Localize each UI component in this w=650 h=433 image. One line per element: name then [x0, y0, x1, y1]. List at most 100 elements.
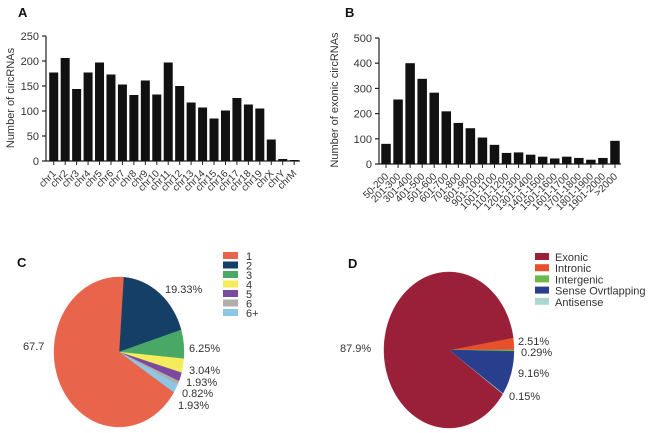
- bar: [441, 111, 452, 164]
- pie-slice-label: 9.16%: [518, 368, 549, 380]
- bar: [465, 128, 476, 164]
- legend-label: 4: [246, 280, 252, 292]
- panel-letter-c: C: [17, 255, 27, 270]
- bar: [289, 160, 299, 161]
- y-axis-title: Number of exonic circRNAs: [329, 32, 341, 168]
- panel-letter-d: D: [348, 256, 357, 271]
- pie-slice-label: 87.9%: [340, 343, 371, 355]
- legend-swatch: [535, 264, 549, 272]
- bar: [393, 99, 403, 164]
- chart-b-exonic-length-distribution: 0 100 200 300 400 500 Number of exonic circRNA…: [329, 32, 621, 213]
- bar: [586, 159, 596, 164]
- pie-slice-label: 1.93%: [186, 377, 217, 389]
- bar: [610, 140, 620, 164]
- y-tick-label: 200: [21, 56, 39, 68]
- bar: [186, 102, 196, 161]
- bar: [525, 154, 536, 164]
- legend-label: 3: [246, 270, 252, 282]
- legend-label: 2: [246, 261, 252, 273]
- y-tick-label: 50: [27, 131, 39, 143]
- legend-label: Antisense: [555, 297, 603, 309]
- bar: [83, 72, 93, 161]
- legend-swatch: [223, 252, 238, 259]
- bar: [220, 110, 230, 161]
- legend-swatch: [223, 261, 238, 269]
- bar: [117, 84, 127, 161]
- pie-slice-label: 0.15%: [509, 391, 540, 403]
- chart-c-exon-count-pie: 19.33%6.25%3.04%1.93%0.82%1.93%67.712345…: [23, 251, 259, 428]
- legend-label: 6: [246, 299, 252, 311]
- legend-label: Exonic: [555, 252, 589, 264]
- pie-slice-label: 67.7: [23, 341, 44, 353]
- bar: [60, 58, 70, 161]
- legend-swatch: [223, 290, 238, 297]
- bar: [209, 118, 219, 161]
- pie-slice: [383, 271, 514, 429]
- bar: [106, 74, 116, 161]
- y-tick-label: 200: [354, 109, 372, 121]
- bar: [266, 139, 276, 161]
- bar: [549, 158, 560, 164]
- bar: [429, 92, 439, 164]
- legend-swatch: [223, 280, 238, 288]
- legend-swatch: [223, 299, 238, 307]
- bar: [513, 152, 524, 164]
- bar: [163, 62, 173, 161]
- bar: [140, 80, 150, 161]
- bar: [381, 143, 391, 164]
- legend-swatch: [535, 297, 549, 305]
- panel-letter-a: A: [18, 5, 28, 20]
- pie-slice-label: 6.25%: [189, 343, 220, 355]
- bar: [537, 156, 548, 164]
- y-tick-label: 250: [21, 31, 39, 43]
- bar: [175, 86, 185, 161]
- bar: [477, 137, 488, 164]
- bar: [405, 63, 415, 165]
- pie-slice-label: 0.29%: [521, 347, 552, 359]
- legend-label: Sense Ovrtlapping: [555, 286, 646, 298]
- bar: [72, 89, 82, 161]
- bar: [198, 107, 208, 161]
- pie-slice-label: 19.33%: [165, 284, 203, 296]
- y-tick-label: 400: [354, 58, 372, 70]
- bar: [489, 144, 500, 164]
- pie-slice: [53, 276, 174, 428]
- legend-swatch: [223, 309, 238, 316]
- y-tick-label: 0: [366, 159, 372, 171]
- y-axis-title: Number of circRNAs: [5, 47, 17, 148]
- y-tick-label: 150: [21, 81, 39, 93]
- pie-slice: [118, 276, 182, 353]
- bar: [501, 152, 512, 164]
- pie-slice-label: 0.82%: [182, 388, 213, 400]
- bar: [417, 78, 427, 164]
- y-tick-label: 100: [21, 106, 39, 118]
- bar: [574, 157, 584, 164]
- y-tick-label: 300: [354, 83, 372, 95]
- y-tick-label: 100: [354, 134, 372, 146]
- y-tick-label: 500: [354, 33, 372, 45]
- bar: [255, 108, 265, 161]
- pie-slice-label: 2.51%: [518, 336, 549, 348]
- legend-swatch: [535, 275, 549, 283]
- bar: [152, 94, 162, 161]
- legend-swatch: [535, 286, 549, 294]
- bar: [278, 159, 288, 161]
- legend-label: 1: [246, 251, 252, 263]
- legend-swatch: [223, 271, 238, 278]
- pie-slice-label: 1.93%: [178, 400, 209, 412]
- bar: [129, 95, 139, 161]
- y-tick-label: 0: [33, 156, 39, 168]
- legend-label: 6+: [246, 308, 259, 320]
- bar: [453, 122, 464, 164]
- legend-label: Intergenic: [555, 274, 604, 286]
- bar: [243, 104, 253, 161]
- bar: [49, 72, 59, 161]
- chart-d-genomic-origin-pie: 2.51%0.29% 9.16% 0.15% 87.9% ExonicIntronicI…: [340, 252, 646, 429]
- legend-label: Intronic: [555, 263, 592, 275]
- pie-slice-label: 3.04%: [189, 365, 220, 377]
- bar: [232, 98, 242, 161]
- bar: [562, 156, 572, 164]
- legend-swatch: [535, 253, 549, 260]
